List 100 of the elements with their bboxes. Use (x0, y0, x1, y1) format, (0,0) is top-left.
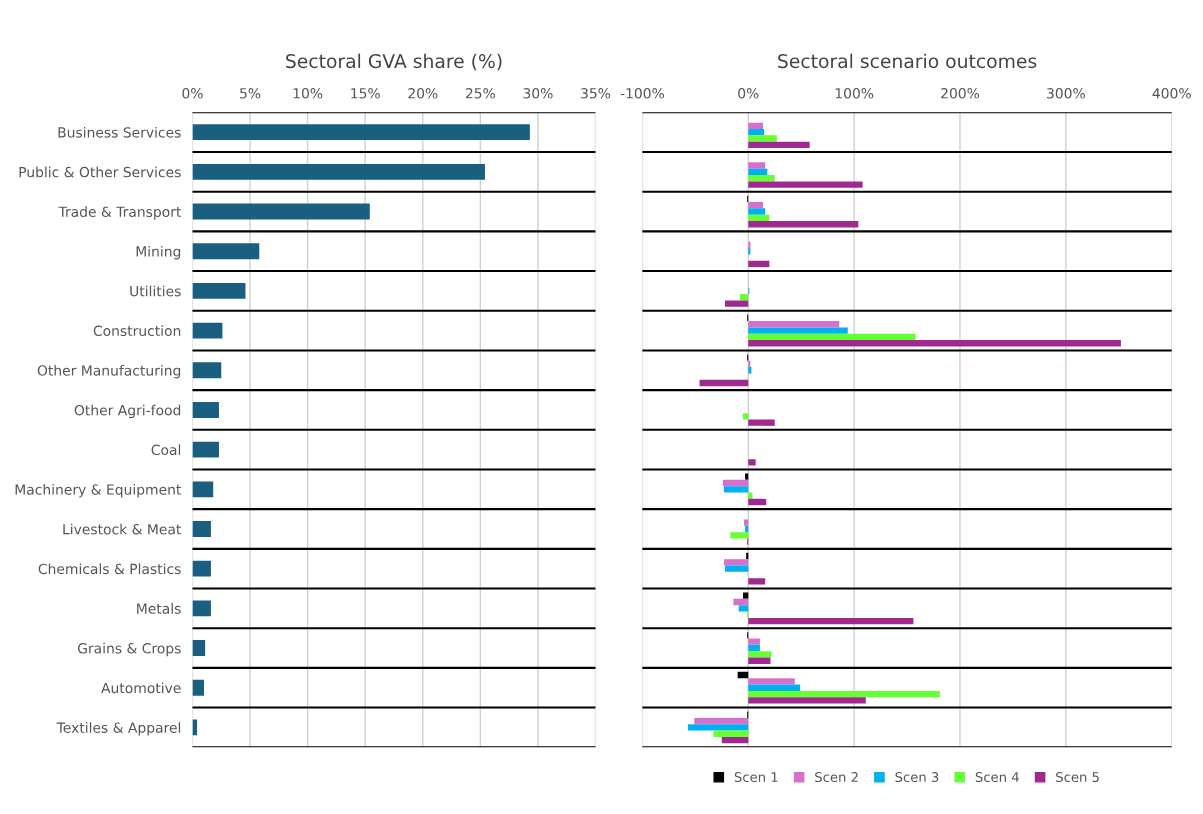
bar (748, 135, 777, 142)
bar (192, 402, 219, 418)
y-tick-label: Chemicals & Plastics (38, 563, 181, 575)
bar (748, 162, 766, 169)
bar (724, 565, 749, 572)
chart-title: Sectoral GVA share (%) (286, 53, 502, 71)
bar (192, 124, 530, 141)
bar (699, 379, 749, 387)
x-tick-label: 0% (738, 88, 759, 99)
bar (748, 214, 770, 222)
x-tick-label: 10% (293, 88, 323, 99)
bar (748, 260, 770, 268)
bar (748, 208, 766, 215)
bar (748, 175, 775, 182)
bar (748, 241, 751, 249)
bar (748, 333, 916, 341)
bar (748, 202, 764, 209)
bar (748, 168, 768, 176)
bar (748, 690, 940, 698)
bar (722, 479, 749, 487)
bar (192, 243, 260, 260)
y-tick-label: Grains & Crops (77, 642, 181, 657)
legend-label: Scen 2 (815, 772, 858, 783)
y-tick-label: Textiles & Apparel (56, 722, 181, 736)
bar (192, 163, 485, 180)
bar (737, 671, 749, 679)
bar (694, 717, 749, 725)
bar (723, 559, 749, 566)
x-tick-label: 30% (523, 88, 553, 99)
x-tick-label: 400% (1152, 88, 1191, 99)
bar (748, 697, 866, 704)
y-tick-label: Other Manufacturing (37, 364, 181, 379)
y-tick-label: Trade & Transport (58, 206, 182, 220)
bar (192, 521, 211, 537)
bar (192, 441, 219, 458)
x-tick-label: 20% (408, 88, 438, 99)
y-tick-label: Machinery & Equipment (15, 484, 182, 498)
x-tick-label: 100% (835, 88, 874, 99)
x-tick-label: 15% (351, 88, 380, 99)
bar (748, 221, 859, 228)
bar (748, 181, 863, 188)
bar (738, 605, 749, 612)
y-tick-label: Automotive (101, 682, 181, 694)
legend-label: Scen 4 (975, 772, 1019, 783)
bar (724, 300, 749, 307)
y-tick-label: Coal (151, 444, 181, 456)
bar (745, 525, 749, 533)
bar (748, 248, 751, 255)
bar (748, 340, 1121, 347)
y-tick-label: Other Agri-food (74, 404, 181, 419)
legend-label: Scen 1 (734, 772, 778, 783)
bar (192, 282, 246, 299)
bar (192, 640, 206, 656)
bar (192, 560, 211, 577)
y-tick-label: Metals (137, 603, 181, 614)
y-tick-label: Construction (93, 325, 181, 337)
bar (748, 419, 775, 426)
bar (748, 638, 760, 645)
x-tick-label: 25% (465, 88, 496, 99)
x-tick-label: 300% (1047, 88, 1085, 99)
x-tick-label: 35% (581, 88, 611, 99)
bar (730, 532, 749, 539)
x-tick-label: 0% (182, 88, 203, 99)
bar (748, 657, 771, 664)
bar (748, 498, 767, 506)
y-tick-label: Business Services (58, 126, 181, 138)
bar (733, 598, 749, 606)
bar (746, 552, 749, 560)
bar (748, 141, 810, 149)
bar (192, 481, 214, 498)
bar (192, 362, 222, 379)
bar (748, 129, 765, 136)
bar (721, 736, 749, 744)
bar (192, 322, 223, 339)
bar (742, 592, 749, 599)
chart-title: Sectoral scenario outcomes (778, 53, 1037, 69)
bar (192, 679, 204, 696)
bar (748, 684, 801, 691)
bar (192, 203, 370, 220)
bar (748, 644, 760, 652)
bar (748, 321, 840, 328)
bar (192, 600, 211, 617)
bar (748, 678, 795, 685)
bar (687, 724, 749, 731)
legend-label: Scen 5 (1056, 772, 1099, 783)
bar (723, 486, 749, 493)
bar (748, 651, 772, 658)
y-tick-label: Public & Other Services (19, 166, 181, 178)
bar (748, 492, 753, 499)
bar (748, 459, 756, 466)
x-tick-label: 5% (240, 88, 261, 99)
bar (744, 519, 749, 526)
bar (748, 617, 914, 625)
bar (748, 122, 764, 129)
y-tick-label: Utilities (130, 285, 181, 297)
x-tick-label: -100% (620, 88, 664, 99)
x-tick-label: 200% (941, 88, 980, 99)
bar (748, 578, 766, 585)
y-tick-label: Mining (136, 245, 181, 260)
bar (748, 360, 751, 368)
